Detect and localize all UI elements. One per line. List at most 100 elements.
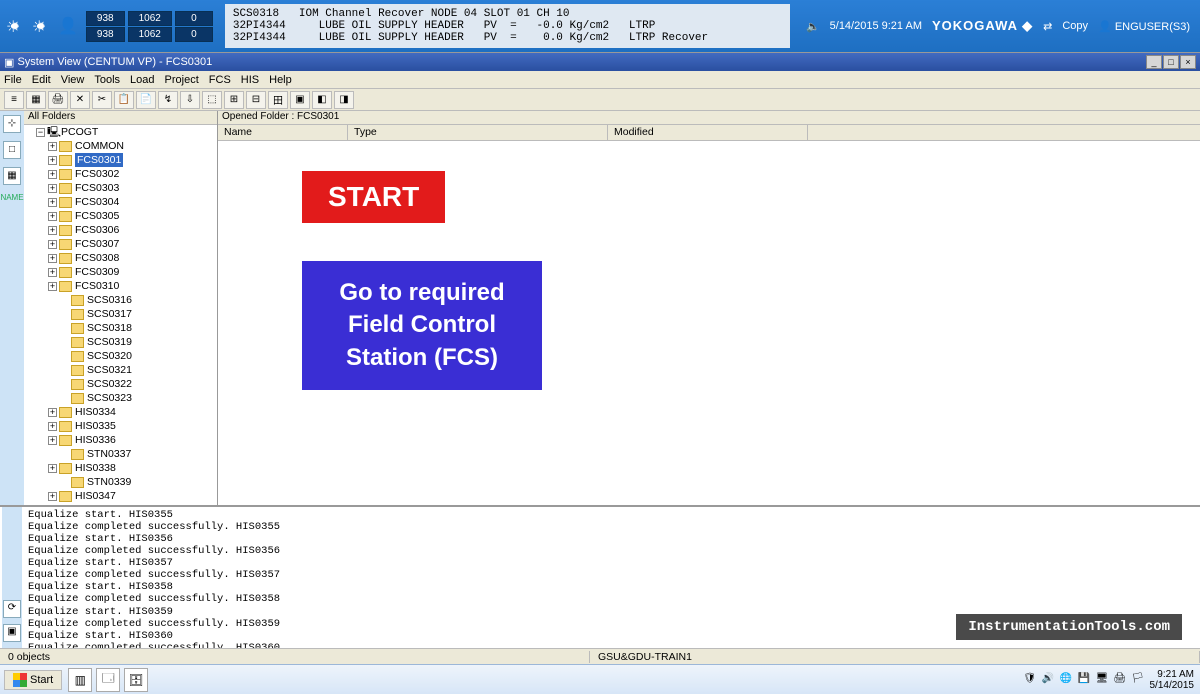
os-taskbar: Start ▥ 🗔 🗄 🛡 🔊 🌐 💾 🖥 🖨 🏳 9:21 AM 5/14/2… xyxy=(0,664,1200,694)
tree-item[interactable]: +FCS0301 xyxy=(48,153,132,167)
tree-item[interactable]: SCS0318 xyxy=(48,321,132,335)
toolbar-btn[interactable]: ✂ xyxy=(92,91,112,109)
tree-item[interactable]: SCS0321 xyxy=(48,363,132,377)
tree-item[interactable]: +FCS0308 xyxy=(48,251,132,265)
tree-item[interactable]: SCS0322 xyxy=(48,377,132,391)
tree-item[interactable]: +FCS0306 xyxy=(48,223,132,237)
content-header: Opened Folder : FCS0301 xyxy=(218,111,1200,125)
tree-item[interactable]: +COMMON xyxy=(48,139,132,153)
toolbar-btn[interactable]: 📋 xyxy=(114,91,134,109)
tree-item[interactable]: STN0339 xyxy=(48,475,132,489)
menu-edit[interactable]: Edit xyxy=(32,74,51,86)
folder-tree-panel: All Folders −🖳 PCOGT +COMMON+FCS0301+FCS… xyxy=(24,111,218,505)
menu-his[interactable]: HIS xyxy=(241,74,259,86)
close-button[interactable]: × xyxy=(1180,55,1196,69)
start-button[interactable]: Start xyxy=(4,670,62,690)
status-bar: 0 objects GSU&GDU-TRAIN1 xyxy=(0,648,1200,664)
tree-item[interactable]: +FCS0302 xyxy=(48,167,132,181)
log-side-rail: ⟳ ▣ xyxy=(2,507,22,648)
maximize-button[interactable]: □ xyxy=(1163,55,1179,69)
toolbar-btn[interactable]: ↯ xyxy=(158,91,178,109)
task-icon[interactable]: ▥ xyxy=(68,668,92,692)
top-right: 🔈 5/14/2015 9:21 AM YOKOGAWA ◆ ⇄ Copy 👤 … xyxy=(796,0,1200,52)
tree-item[interactable]: +FCS0307 xyxy=(48,237,132,251)
tree-item[interactable]: SCS0323 xyxy=(48,391,132,405)
toolbar-btn[interactable]: 田 xyxy=(268,91,288,109)
toolbar-btn[interactable]: 🖨 xyxy=(48,91,68,109)
menu-tools[interactable]: Tools xyxy=(94,74,120,86)
toolbar-btn[interactable]: ≡ xyxy=(4,91,24,109)
toolbar-btn[interactable]: ▣ xyxy=(290,91,310,109)
toolbar-btn[interactable]: ⊟ xyxy=(246,91,266,109)
alarm-icon-2[interactable] xyxy=(32,17,50,35)
task-icon[interactable]: 🗄 xyxy=(124,668,148,692)
tree-item[interactable]: +HIS0335 xyxy=(48,419,132,433)
log-icon[interactable]: ⟳ xyxy=(3,600,21,618)
toolbar-btn[interactable]: ◧ xyxy=(312,91,332,109)
log-line: Equalize start. HIS0355 xyxy=(28,509,1194,521)
tree-item[interactable]: +FCS0303 xyxy=(48,181,132,195)
tray-clock[interactable]: 9:21 AM 5/14/2015 xyxy=(1150,669,1195,691)
menu-view[interactable]: View xyxy=(61,74,85,86)
tree-item[interactable]: SCS0317 xyxy=(48,307,132,321)
tree-item[interactable]: SCS0320 xyxy=(48,349,132,363)
copy-link[interactable]: Copy xyxy=(1062,20,1088,32)
tree-item[interactable]: +HIS0347 xyxy=(48,489,132,503)
content-body: START Go to required Field Control Stati… xyxy=(218,141,1200,505)
menu-project[interactable]: Project xyxy=(165,74,199,86)
content-panel: Opened Folder : FCS0301 Name Type Modifi… xyxy=(218,111,1200,505)
meters: 938 1062 0 938 1062 0 xyxy=(86,11,213,42)
rail-icon[interactable]: ▦ xyxy=(3,167,21,185)
toolbar-btn[interactable]: ⬚ xyxy=(202,91,222,109)
meter-0-0: 938 xyxy=(86,11,125,26)
net-icon[interactable]: ⇄ xyxy=(1043,20,1052,33)
meter-1-2: 0 xyxy=(175,27,213,42)
user-panel-icon[interactable]: 👤 xyxy=(58,16,78,36)
log-line: Equalize completed successfully. HIS0355 xyxy=(28,521,1194,533)
tree-root[interactable]: −🖳 PCOGT xyxy=(36,125,217,139)
alarm-icon-1[interactable] xyxy=(6,17,24,35)
tree-item[interactable]: +HIS0348 xyxy=(48,503,132,505)
tree-item[interactable]: SCS0316 xyxy=(48,293,132,307)
left-icon-rail: ⊹ □ ▦ NAME xyxy=(0,111,24,505)
toolbar-btn[interactable]: ▦ xyxy=(26,91,46,109)
tree-item[interactable]: STN0337 xyxy=(48,447,132,461)
tree-item[interactable]: +FCS0309 xyxy=(48,265,132,279)
menu-load[interactable]: Load xyxy=(130,74,154,86)
toolbar-btn[interactable]: ✕ xyxy=(70,91,90,109)
watermark: InstrumentationTools.com xyxy=(956,614,1182,640)
user-badge[interactable]: 👤 ENGUSER(S3) xyxy=(1098,20,1190,33)
menu-fcs[interactable]: FCS xyxy=(209,74,231,86)
main-split: ⊹ □ ▦ NAME All Folders −🖳 PCOGT +COMMON+… xyxy=(0,111,1200,506)
rail-icon[interactable]: □ xyxy=(3,141,21,159)
menu-file[interactable]: File xyxy=(4,74,22,86)
log-line: Equalize start. HIS0357 xyxy=(28,557,1194,569)
tree-item[interactable]: +FCS0304 xyxy=(48,195,132,209)
toolbar-btn[interactable]: 📄 xyxy=(136,91,156,109)
minimize-button[interactable]: _ xyxy=(1146,55,1162,69)
toolbar-btn[interactable]: ⇩ xyxy=(180,91,200,109)
tree-item[interactable]: +FCS0310 xyxy=(48,279,132,293)
col-type[interactable]: Type xyxy=(348,125,608,140)
tree-item[interactable]: +HIS0338 xyxy=(48,461,132,475)
toolbar-btn[interactable]: ⊞ xyxy=(224,91,244,109)
task-icon[interactable]: 🗔 xyxy=(96,668,120,692)
col-modified[interactable]: Modified xyxy=(608,125,808,140)
tree-item[interactable]: +FCS0305 xyxy=(48,209,132,223)
tree-scroll[interactable]: −🖳 PCOGT +COMMON+FCS0301+FCS0302+FCS0303… xyxy=(24,125,217,505)
tree-item[interactable]: SCS0319 xyxy=(48,335,132,349)
log-line: Equalize completed successfully. HIS0357 xyxy=(28,569,1194,581)
rail-icon[interactable]: ⊹ xyxy=(3,115,21,133)
meter-1-0: 938 xyxy=(86,27,125,42)
console-line: 32PI4344 LUBE OIL SUPPLY HEADER PV = -0.… xyxy=(233,20,782,32)
col-name[interactable]: Name xyxy=(218,125,348,140)
tree-item[interactable]: +HIS0334 xyxy=(48,405,132,419)
tree-item[interactable]: +HIS0336 xyxy=(48,433,132,447)
top-left-controls: 👤 938 1062 0 938 1062 0 xyxy=(0,0,219,52)
mute-icon[interactable]: 🔈 xyxy=(806,20,820,33)
menu-help[interactable]: Help xyxy=(269,74,292,86)
log-panel: ⟳ ▣ Equalize start. HIS0355Equalize comp… xyxy=(0,506,1200,648)
toolbar-btn[interactable]: ◨ xyxy=(334,91,354,109)
log-icon[interactable]: ▣ xyxy=(3,624,21,642)
system-view-window: ▣ System View (CENTUM VP) - FCS0301 _ □ … xyxy=(0,52,1200,664)
